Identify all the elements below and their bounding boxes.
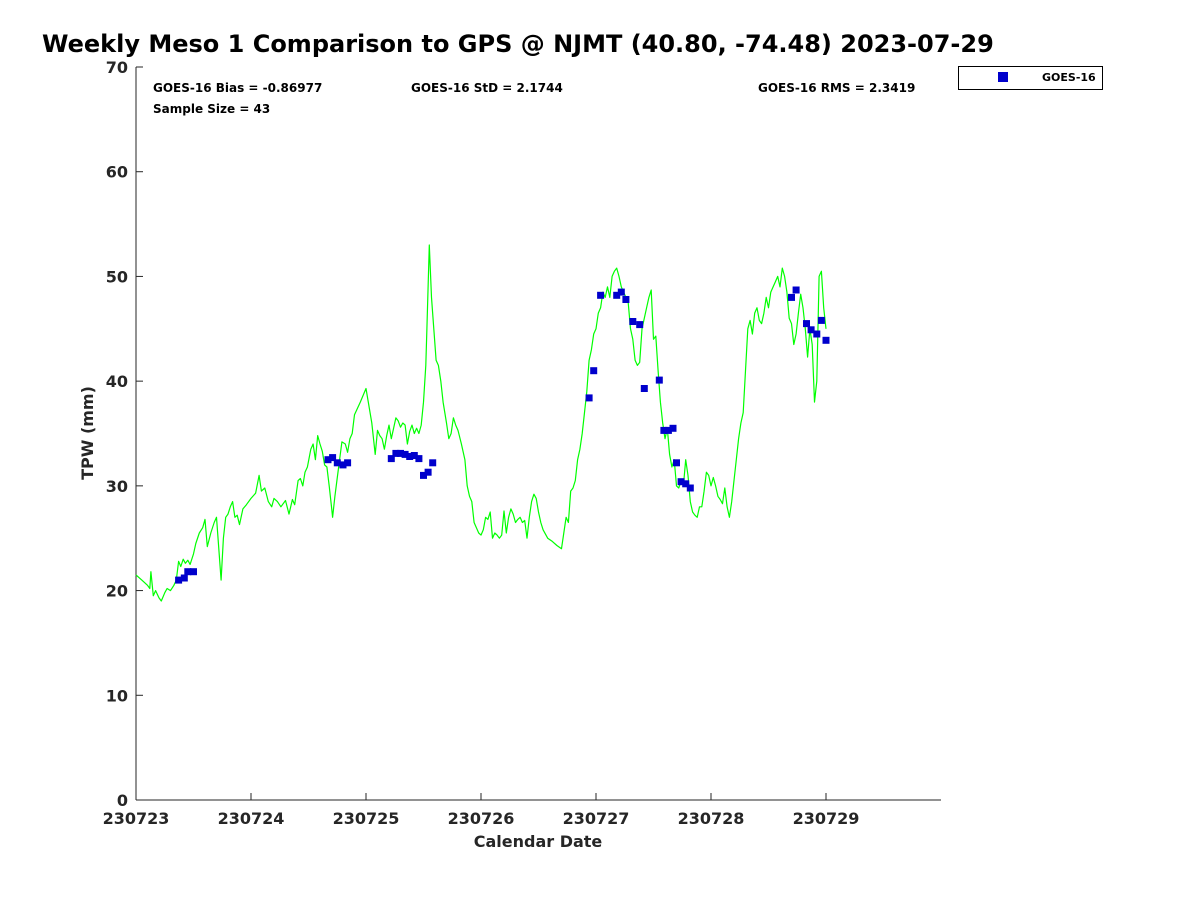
x-tick-label: 230723: [103, 809, 170, 828]
y-tick-label: 50: [106, 267, 128, 286]
goes-point: [788, 293, 795, 301]
y-tick-label: 60: [106, 163, 128, 182]
goes-point: [803, 320, 810, 328]
goes-point: [424, 468, 432, 476]
goes-series: [175, 286, 830, 584]
goes-point: [429, 459, 437, 467]
x-tick-label: 230729: [793, 809, 860, 828]
goes-point: [807, 326, 815, 334]
goes-point: [822, 336, 830, 344]
goes-point: [613, 291, 621, 299]
goes-point: [420, 471, 427, 479]
goes-point: [792, 286, 800, 294]
goes-point: [629, 318, 637, 325]
x-axis-label: Calendar Date: [474, 832, 603, 851]
goes-point: [339, 461, 347, 469]
goes-point: [813, 330, 821, 338]
x-tick-label: 230728: [678, 809, 745, 828]
gps-line: [135, 244, 827, 602]
goes-point: [622, 296, 630, 303]
goes-point: [677, 478, 685, 486]
goes-point: [636, 321, 644, 329]
goes-point: [401, 450, 409, 458]
goes-point: [673, 459, 680, 467]
chart-title: Weekly Meso 1 Comparison to GPS @ NJMT (…: [42, 30, 994, 58]
goes-point: [184, 568, 192, 576]
y-tick-label: 30: [106, 477, 128, 496]
goes-point: [660, 426, 668, 434]
goes-point: [655, 376, 663, 384]
goes-point: [329, 454, 337, 462]
goes-point: [682, 480, 690, 488]
goes-point: [817, 316, 825, 324]
axes: 0 10 20 30 40 50 60 70 230723 230724 230725 230726 2…: [103, 58, 941, 828]
goes-point: [392, 449, 400, 457]
goes-point: [410, 452, 418, 459]
goes-point: [175, 576, 183, 584]
goes-point: [415, 455, 423, 463]
x-tick-label: 230726: [448, 809, 515, 828]
goes-point: [590, 367, 598, 375]
goes-point: [585, 394, 593, 402]
goes-point: [180, 574, 188, 582]
stat-bias: GOES-16 Bias = -0.86977: [153, 81, 322, 95]
goes-point: [664, 426, 672, 434]
goes-point: [333, 459, 341, 467]
goes-point: [640, 385, 648, 392]
x-tick-label: 230724: [218, 809, 285, 828]
y-tick-label: 0: [117, 791, 128, 810]
gps-series: [135, 244, 827, 602]
goes-point: [397, 449, 404, 457]
x-tick-label: 230727: [563, 809, 630, 828]
goes-point: [344, 459, 352, 467]
goes-point: [324, 456, 332, 464]
y-axis-label: TPW (mm): [78, 386, 97, 480]
y-tick-label: 70: [106, 58, 128, 77]
goes-point: [617, 288, 625, 296]
stats-annotations: GOES-16 Bias = -0.86977 GOES-16 StD = 2.…: [153, 81, 915, 116]
goes-point: [597, 291, 605, 299]
goes-point: [387, 455, 395, 463]
goes-point: [686, 484, 694, 492]
y-tick-label: 10: [106, 686, 128, 705]
x-tick-label: 230725: [333, 809, 400, 828]
legend-box: [958, 66, 1103, 90]
goes-point: [669, 424, 677, 432]
legend-label-goes: GOES-16: [1042, 71, 1096, 84]
stat-rms: GOES-16 RMS = 2.3419: [758, 81, 915, 95]
y-tick-label: 40: [106, 372, 128, 391]
legend: GOES-16: [958, 66, 1103, 90]
stat-sample-size: Sample Size = 43: [153, 102, 270, 116]
goes-point: [406, 453, 414, 460]
y-tick-label: 20: [106, 582, 128, 601]
stat-std: GOES-16 StD = 2.1744: [411, 81, 563, 95]
goes-point: [190, 568, 197, 576]
legend-marker-goes: [998, 72, 1008, 82]
